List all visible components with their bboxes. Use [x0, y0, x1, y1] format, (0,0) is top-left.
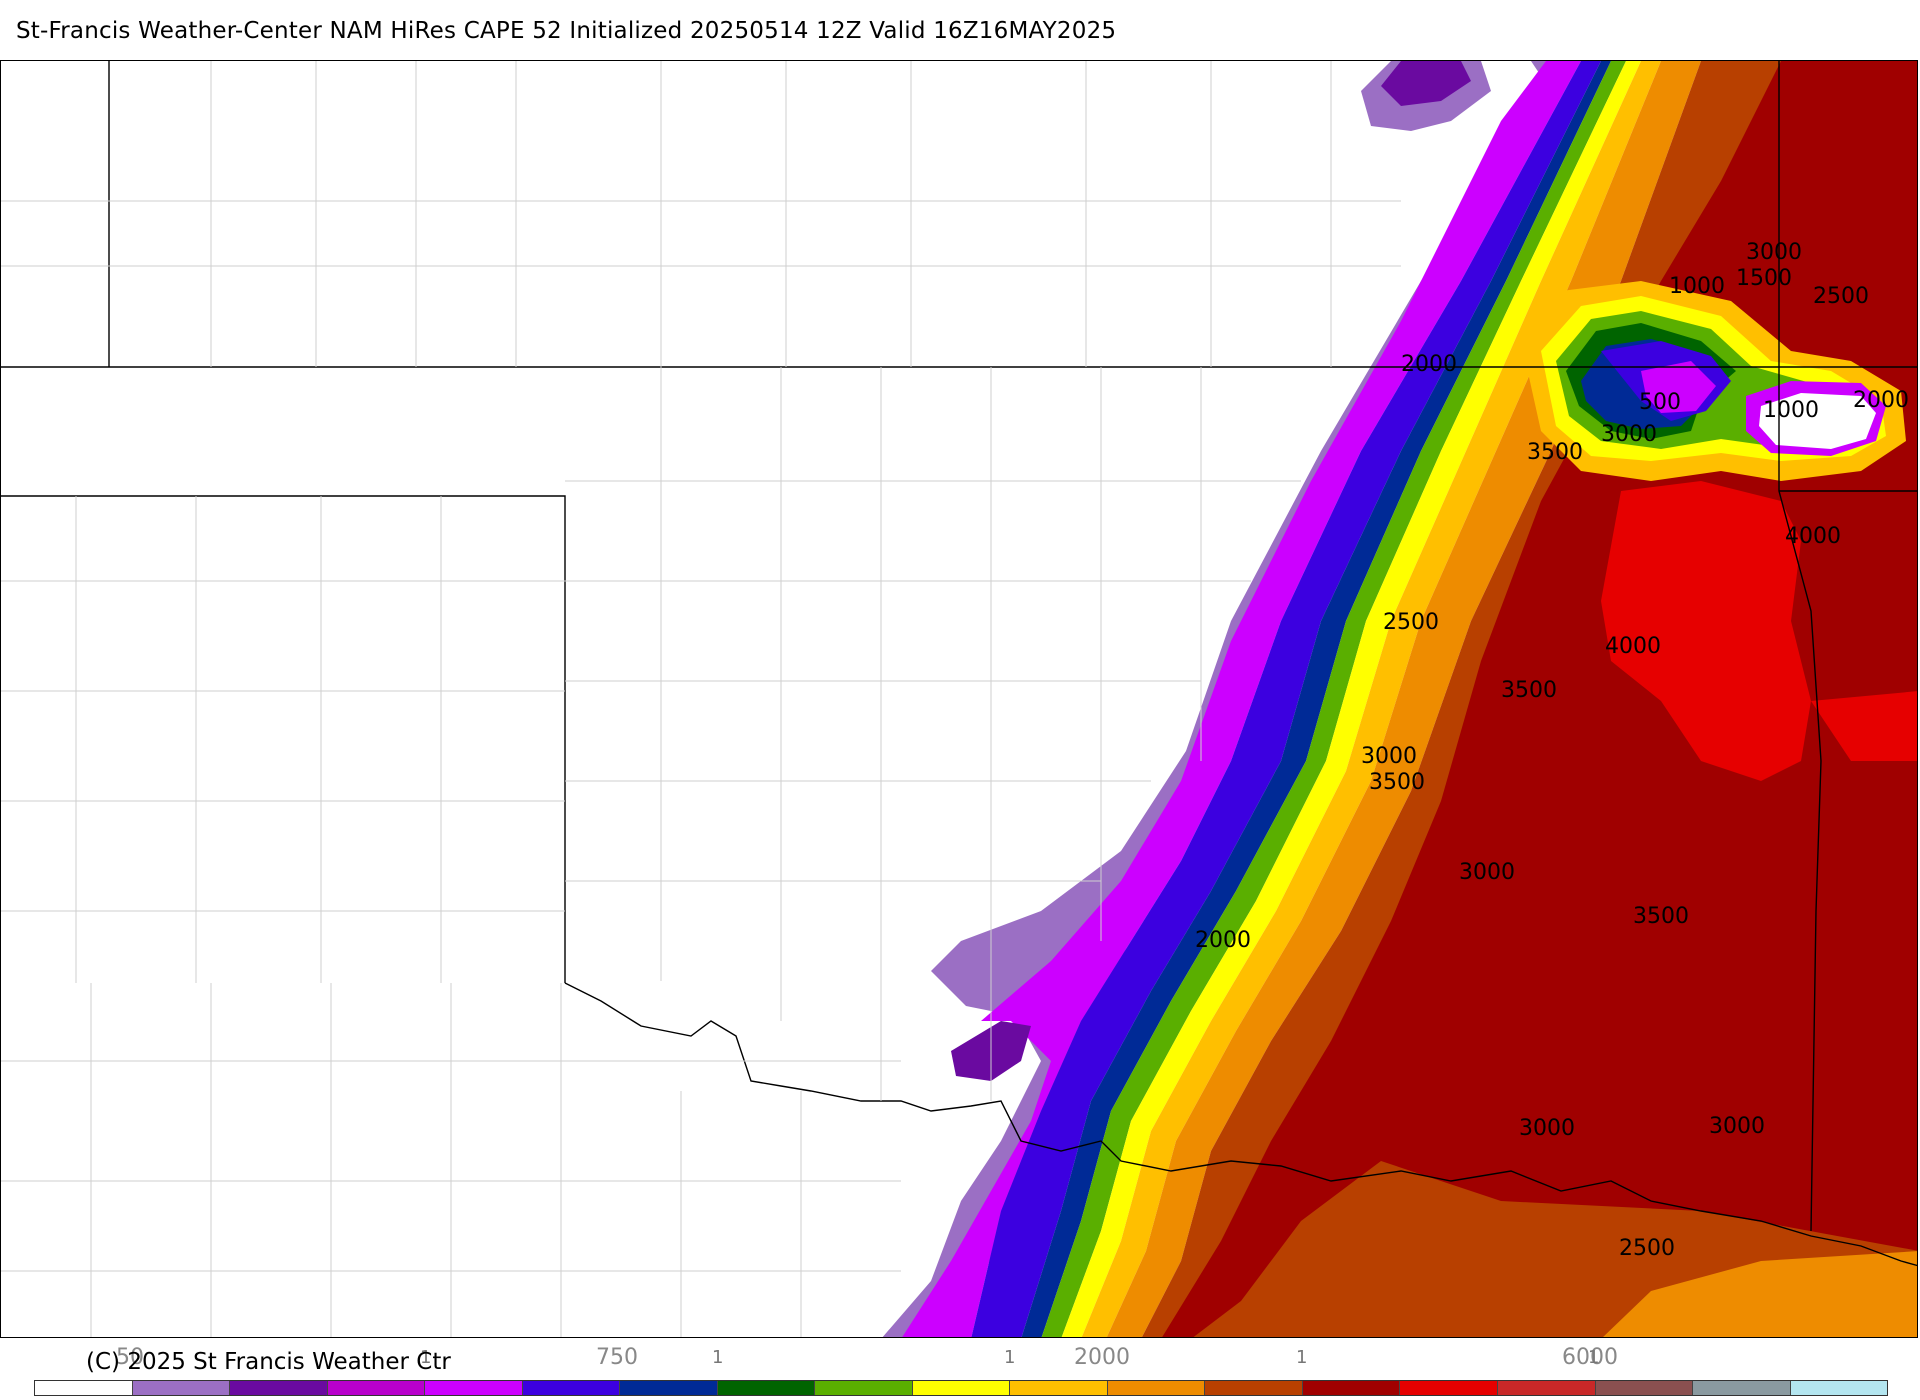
legend-color-swatch [1010, 1381, 1108, 1395]
legend-color-swatch [1400, 1381, 1498, 1395]
contour-label: 2000 [1195, 928, 1251, 953]
contour-label: 3000 [1519, 1116, 1575, 1141]
legend-color-swatch [1693, 1381, 1791, 1395]
band-red-east [1811, 691, 1917, 761]
color-legend-bar [34, 1380, 1888, 1396]
contour-label: 2500 [1813, 284, 1869, 309]
cape-map-svg: 3000 1500 1000 2500 2000 500 1000 2000 3… [1, 61, 1917, 1337]
legend-label-50: 50 [116, 1345, 144, 1370]
state-borders [1, 61, 1917, 1267]
legend-color-swatch [132, 1381, 231, 1395]
band-red [1601, 481, 1811, 781]
contour-labels: 3000 1500 1000 2500 2000 500 1000 2000 3… [1195, 240, 1909, 1261]
legend-label-2000: 2000 [1074, 1345, 1130, 1370]
legend-color-swatch [35, 1381, 133, 1395]
legend-color-swatch [1595, 1381, 1694, 1395]
legend-color-swatch [912, 1381, 1011, 1395]
contour-label: 3500 [1633, 904, 1689, 929]
contour-label: 3000 [1709, 1114, 1765, 1139]
legend-color-swatch [522, 1381, 621, 1395]
contour-label: 3500 [1501, 678, 1557, 703]
legend-color-swatch [327, 1381, 426, 1395]
contour-label: 1000 [1669, 274, 1725, 299]
band-orange-se [1603, 1251, 1917, 1337]
page-title: St-Francis Weather-Center NAM HiRes CAPE… [16, 18, 1117, 44]
contour-label: 4000 [1605, 634, 1661, 659]
legend-color-swatch [425, 1381, 523, 1395]
contour-label: 2000 [1401, 352, 1457, 377]
legend-tick: 1 [420, 1347, 432, 1368]
legend-color-swatch [1302, 1381, 1401, 1395]
legend-color-swatch [717, 1381, 816, 1395]
blob-east-white [1759, 393, 1876, 449]
legend-color-swatch [1497, 1381, 1596, 1395]
legend-tick: 1 [1296, 1347, 1308, 1368]
contour-label: 3500 [1369, 770, 1425, 795]
legend-color-swatch [1205, 1381, 1303, 1395]
legend-tick: 1 [1588, 1347, 1600, 1368]
contour-label: 4000 [1785, 524, 1841, 549]
legend-tick: 1 [1004, 1347, 1016, 1368]
legend-label-750: 750 [596, 1345, 638, 1370]
band-gold [1081, 61, 1661, 1337]
blob-darkpurple-north [1381, 61, 1471, 106]
copyright-text: (C) 2025 St Francis Weather Ctr [86, 1349, 451, 1375]
contour-label: 1000 [1763, 398, 1819, 423]
cape-map: 3000 1500 1000 2500 2000 500 1000 2000 3… [0, 60, 1918, 1338]
legend-label-6000: 6000 [1562, 1345, 1618, 1370]
contour-label: 2000 [1853, 388, 1909, 413]
contour-label: 2500 [1619, 1236, 1675, 1261]
legend-color-swatch [1790, 1381, 1888, 1395]
band-blue [971, 61, 1601, 1337]
contour-label: 3000 [1361, 744, 1417, 769]
legend-color-swatch [620, 1381, 718, 1395]
band-yellow [1061, 61, 1641, 1337]
contour-label: 3000 [1746, 240, 1802, 265]
contour-label: 3000 [1459, 860, 1515, 885]
band-navy [1021, 61, 1611, 1337]
legend-color-swatch [230, 1381, 328, 1395]
blob-magenta [1641, 361, 1716, 413]
band-magenta [902, 61, 1581, 1337]
contour-label: 3500 [1527, 440, 1583, 465]
contour-label: 500 [1639, 390, 1681, 415]
contour-label: 2500 [1383, 610, 1439, 635]
legend-color-swatch [815, 1381, 913, 1395]
cape-fill-bands [882, 61, 1917, 1337]
legend-tick: 1 [712, 1347, 724, 1368]
legend-color-swatch [1107, 1381, 1206, 1395]
contour-label: 1500 [1736, 266, 1792, 291]
county-lines [1, 61, 1401, 1337]
contour-label: 3000 [1601, 422, 1657, 447]
band-green [1041, 61, 1626, 1337]
